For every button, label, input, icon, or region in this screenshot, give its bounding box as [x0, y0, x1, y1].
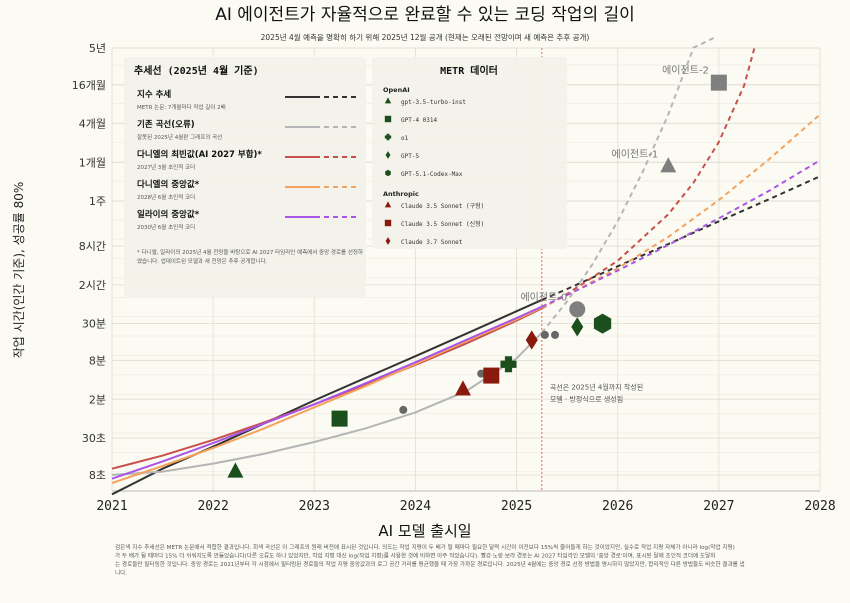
milestone-label: 에이전트-1 — [612, 148, 659, 160]
metr-legend-label: Claude 3.7 Sonnet — [401, 239, 463, 246]
series-line-dashed — [541, 175, 821, 301]
metr-legend-marker — [384, 115, 392, 123]
series-line-solid — [111, 306, 543, 484]
trend-legend-sub: METR 논문: 7개월마다 작업 길이 2배 — [137, 103, 226, 111]
trend-legend-title: 추세선 (2025년 4월 기준) — [134, 64, 259, 77]
metr-legend-marker — [384, 97, 392, 104]
metr-legend: METR 데이터 OpenAI gpt-3.5-turbo-inst GPT-4 03… — [372, 57, 567, 249]
series-line-dashed — [541, 37, 715, 334]
cutoff-note: 모델 · 방정식으로 생성됨 — [550, 395, 623, 404]
series-line-solid — [111, 305, 543, 480]
x-tick-label: 2023 — [299, 499, 330, 514]
metr-legend-marker — [385, 151, 391, 159]
trend-legend-sub: 2030년 6월 초인적 코더 — [137, 223, 195, 231]
milestone-marker — [569, 301, 586, 318]
y-tick-label: 4개월 — [79, 118, 106, 131]
series-line-dashed — [541, 159, 821, 308]
y-tick-label: 1주 — [89, 195, 106, 208]
x-tick-label: 2026 — [602, 499, 633, 514]
data-point — [593, 313, 612, 334]
data-point — [571, 317, 584, 337]
metr-legend-title: METR 데이터 — [440, 64, 498, 77]
series-line-dashed — [541, 113, 821, 309]
y-axis-label: 작업 시간(인간 기준), 성공률 80% — [12, 182, 26, 359]
gray-data-point — [551, 330, 560, 339]
x-tick-label: 2021 — [96, 499, 127, 514]
data-point — [227, 462, 244, 478]
metr-legend-label: GPT-5 — [401, 153, 419, 160]
metr-legend-group: OpenAI — [383, 86, 410, 94]
trend-legend-label: 지수 추세 — [137, 89, 171, 100]
gray-data-point — [477, 369, 486, 378]
trend-legend-sub: 잘못된 2025년 4월판 그래프의 곡선 — [137, 133, 222, 141]
x-axis-label: AI 모델 출시일 — [378, 522, 471, 540]
milestone-label: 에이전트-0 — [520, 291, 567, 303]
metr-legend-marker — [384, 201, 392, 208]
metr-legend-box — [372, 57, 567, 249]
y-tick-label: 8분 — [89, 355, 106, 368]
trend-legend-label: 다니엘의 중앙값* — [137, 179, 200, 190]
trend-legend-label: 일라이의 중앙값* — [137, 209, 200, 220]
data-point — [331, 410, 348, 427]
data-point — [525, 330, 538, 350]
metr-legend-marker — [385, 169, 391, 177]
milestone-marker — [660, 157, 677, 173]
metr-legend-marker — [384, 219, 392, 227]
trend-legend-label: 기존 곡선(오류) — [137, 119, 195, 130]
caption-line: 검은색 지수 추세선은 METR 논문에서 적합한 결과입니다. 회색 곡선은 … — [115, 543, 735, 551]
series-line-dashed — [541, 48, 756, 310]
series-line-solid — [111, 307, 543, 470]
metr-legend-label: GPT-5.1-Codex-Max — [401, 171, 463, 178]
chart-title: AI 에이전트가 자율적으로 완료할 수 있는 코딩 작업의 길이 — [215, 5, 635, 25]
data-point — [454, 380, 471, 396]
trend-legend-label: 다니엘의 최빈값(AI 2027 부합)* — [137, 149, 262, 160]
metr-legend-label: o1 — [401, 135, 409, 142]
trend-legend-sub: 2027년 3월 초인적 코더 — [137, 163, 195, 171]
y-tick-label: 1개월 — [79, 156, 106, 169]
y-tick-label: 8초 — [89, 469, 106, 482]
trend-legend-footnote: 였습니다. 업데이트된 모델과 새 전망은 추후 공개합니다. — [137, 257, 268, 265]
y-tick-label: 16개월 — [72, 79, 106, 92]
caption-line: 는 경로들만 필터링한 것입니다. 중앙 경로는 2021년부터 각 시점에서 … — [115, 560, 745, 568]
gray-data-point — [540, 330, 549, 339]
x-tick-label: 2022 — [197, 499, 228, 514]
metr-legend-label: GPT-4 0314 — [401, 117, 438, 124]
x-tick-label: 2028 — [804, 499, 835, 514]
metr-legend-label: gpt-3.5-turbo-inst — [401, 99, 466, 106]
metr-legend-label: Claude 3.5 Sonnet (구형) — [401, 202, 484, 210]
metr-legend-group: Anthropic — [383, 190, 419, 198]
x-tick-label: 2024 — [400, 499, 431, 514]
caption-line: 가 두 배가 될 때마다 15% 더 쉬워지도록 만들었습니다(다른 오류도 하… — [115, 552, 715, 560]
y-tick-label: 5년 — [89, 42, 106, 55]
trend-legend-footnote: * 다니엘, 일라이의 2025년 4월 전망을 바탕으로 AI 2027 타임… — [137, 248, 363, 256]
chart-subtitle: 2025년 4월 예측을 명확히 하기 위해 2025년 12월 공개 (현재는… — [261, 32, 590, 42]
y-tick-label: 2시간 — [79, 279, 106, 292]
series-line-solid — [111, 331, 543, 476]
trend-legend-sub: 2028년 6월 초인적 코더 — [137, 193, 195, 201]
data-point — [483, 367, 500, 384]
y-tick-label: 30분 — [82, 318, 106, 331]
series-line-solid — [111, 298, 543, 496]
y-tick-label: 30초 — [82, 432, 106, 445]
trend-legend-box — [124, 57, 366, 297]
y-tick-label: 2분 — [89, 393, 106, 406]
data-point — [500, 356, 517, 373]
metr-legend-marker — [385, 237, 391, 245]
gray-data-point — [399, 405, 408, 414]
x-tick-label: 2025 — [501, 499, 532, 514]
metr-legend-marker — [384, 133, 392, 141]
x-tick-label: 2027 — [703, 499, 734, 514]
milestone-label: 에이전트-2 — [662, 65, 709, 77]
metr-legend-label: Claude 3.5 Sonnet (신형) — [401, 220, 484, 228]
milestone-marker — [710, 74, 727, 91]
caption-line: 니다. — [115, 569, 127, 577]
trend-legend: 추세선 (2025년 4월 기준) 지수 추세 METR 논문: 7개월마다 작업 … — [124, 57, 366, 297]
cutoff-note: 곡선은 2025년 4월까지 작성된 — [550, 383, 643, 392]
y-tick-label: 8시간 — [79, 240, 106, 253]
